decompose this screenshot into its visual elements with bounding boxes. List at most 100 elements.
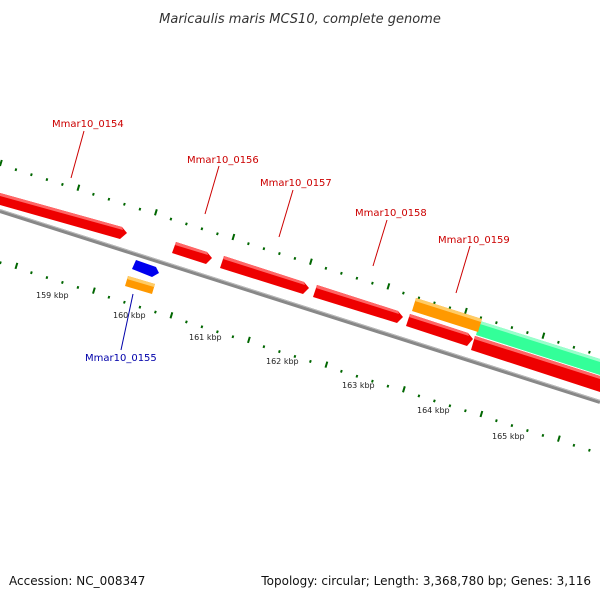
minor-tick xyxy=(92,192,95,196)
minor-tick xyxy=(402,291,405,295)
major-tick xyxy=(464,307,468,315)
minor-tick xyxy=(526,330,529,335)
tick-row-upper xyxy=(0,159,591,354)
gene-red-lower-a-highlight xyxy=(409,314,469,336)
minor-tick xyxy=(417,296,421,300)
accession-text: Accession: NC_008347 xyxy=(9,574,146,588)
leader-mmar10-0156 xyxy=(204,165,220,215)
topology-text: Topology: circular; Length: 3,368,780 bp… xyxy=(261,574,591,588)
minor-tick xyxy=(76,285,80,290)
minor-tick xyxy=(557,340,560,344)
minor-tick xyxy=(262,345,266,349)
major-tick xyxy=(541,332,546,339)
minor-tick xyxy=(495,419,498,423)
minor-tick xyxy=(278,251,281,256)
minor-tick xyxy=(448,404,452,408)
minor-tick xyxy=(371,379,374,383)
gene-mmar10-0157[interactable] xyxy=(220,256,309,294)
gene-mmar10-0157-highlight xyxy=(223,256,305,285)
minor-tick xyxy=(309,359,312,364)
leader-mmar10-0158 xyxy=(372,219,388,267)
minor-tick xyxy=(123,202,126,206)
kbp-label-159: 159 kbp xyxy=(36,291,69,300)
label-mmar10-0154: Mmar10_0154 xyxy=(52,119,124,130)
minor-tick xyxy=(154,310,157,314)
gene-mmar10-0158[interactable] xyxy=(313,285,403,323)
major-tick xyxy=(231,233,236,241)
minor-tick xyxy=(216,232,219,236)
minor-tick xyxy=(355,276,359,280)
leader-mmar10-0155 xyxy=(120,293,134,351)
major-tick xyxy=(169,312,174,319)
gene-mmar10-0159[interactable] xyxy=(471,336,600,392)
tick-row-lower xyxy=(0,261,591,452)
major-tick xyxy=(0,159,3,167)
minor-tick xyxy=(138,305,142,309)
minor-tick xyxy=(61,182,64,187)
minor-tick xyxy=(169,217,173,221)
major-tick xyxy=(479,410,484,418)
kbp-label-160: 160 kbp xyxy=(113,311,146,320)
kbp-label-163: 163 kbp xyxy=(342,381,375,390)
major-tick xyxy=(247,336,251,344)
gene-mmar10-0155[interactable] xyxy=(132,260,159,277)
minor-tick xyxy=(30,271,33,275)
major-tick xyxy=(324,361,329,368)
minor-tick xyxy=(495,321,498,325)
leader-mmar10-0154 xyxy=(70,130,85,179)
minor-tick xyxy=(200,325,204,329)
gene-mmar10-0156[interactable] xyxy=(172,242,212,264)
minor-tick xyxy=(541,433,545,438)
minor-tick xyxy=(340,271,343,275)
minor-tick xyxy=(216,330,219,334)
minor-tick xyxy=(0,261,2,265)
gene-orange-upper-highlight xyxy=(415,298,482,322)
gene-orange-upper[interactable] xyxy=(412,298,482,332)
gene-orange-small-highlight xyxy=(127,276,155,287)
minor-tick xyxy=(30,173,33,177)
major-tick xyxy=(154,209,158,216)
major-tick xyxy=(402,386,406,393)
major-tick xyxy=(14,262,19,270)
gene-mmar10-0156-highlight xyxy=(175,242,208,255)
major-tick xyxy=(557,435,561,442)
gene-red-lower-a[interactable] xyxy=(406,314,473,346)
minor-tick xyxy=(417,394,421,398)
label-mmar10-0157: Mmar10_0157 xyxy=(260,178,332,189)
gene-green-feature[interactable] xyxy=(476,321,600,375)
gene-features xyxy=(0,193,600,392)
minor-tick xyxy=(45,177,49,182)
major-tick xyxy=(309,258,313,265)
minor-tick xyxy=(572,345,576,349)
minor-tick xyxy=(293,256,297,261)
minor-tick xyxy=(107,295,111,299)
minor-tick xyxy=(572,443,576,447)
minor-tick xyxy=(185,222,188,226)
minor-tick xyxy=(448,306,452,310)
minor-tick xyxy=(588,350,591,354)
map-title: Maricaulis maris MCS10, complete genome xyxy=(159,12,441,27)
kbp-label-164: 164 kbp xyxy=(417,406,450,415)
minor-tick xyxy=(107,197,111,201)
major-tick xyxy=(76,184,81,191)
minor-tick xyxy=(324,266,328,270)
minor-tick xyxy=(262,247,266,251)
minor-tick xyxy=(138,207,142,211)
minor-tick xyxy=(433,399,436,403)
minor-tick xyxy=(123,300,126,304)
minor-tick xyxy=(371,281,374,285)
major-tick xyxy=(92,287,96,294)
minor-tick xyxy=(386,384,390,388)
minor-tick xyxy=(340,369,343,373)
minor-tick xyxy=(247,242,250,246)
gene-green-highlight xyxy=(480,321,600,362)
minor-tick xyxy=(185,320,188,324)
leader-mmar10-0157 xyxy=(278,189,294,238)
minor-tick xyxy=(510,423,514,428)
minor-tick xyxy=(278,349,281,354)
gene-mmar10-0159-highlight xyxy=(474,336,600,379)
minor-tick xyxy=(200,227,204,231)
minor-tick xyxy=(526,428,529,433)
gene-mmar10-0158-highlight xyxy=(316,285,399,314)
